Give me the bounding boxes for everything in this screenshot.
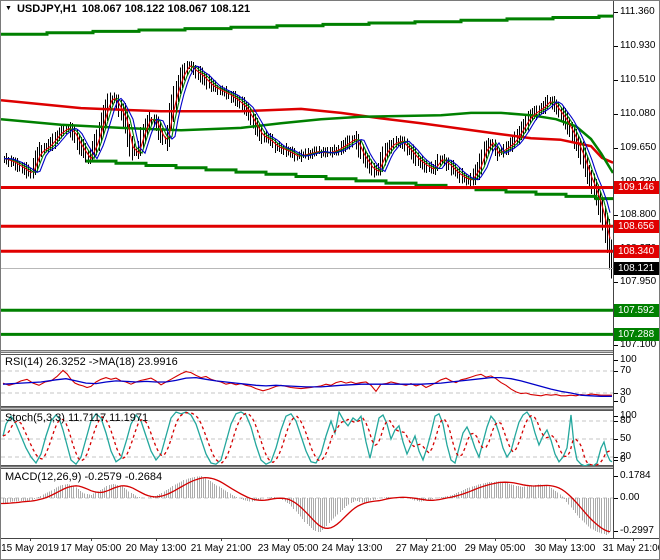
macd-panel[interactable] xyxy=(1,468,614,538)
axis-tick-mark xyxy=(614,421,618,422)
stoch-k-line xyxy=(2,410,613,466)
macd-tick-label: -0.2997 xyxy=(620,525,654,536)
chart-symbol-period: USDJPY,H1 xyxy=(16,3,77,15)
rsi-ma-line xyxy=(2,376,612,397)
chart-ohlc-values: 108.067 108.122 108.067 108.121 xyxy=(81,3,251,15)
upper-channel-line xyxy=(1,14,614,36)
main-price-chart[interactable] xyxy=(1,1,614,351)
axis-tick-mark xyxy=(614,393,618,394)
rsi-tick-label: 100 xyxy=(620,354,637,365)
price-level-badge: 107.592 xyxy=(614,304,659,317)
macd-signal-line xyxy=(1,476,611,533)
axis-tick-mark xyxy=(614,371,618,372)
time-tick-label: 23 May 05:00 xyxy=(257,543,319,554)
chart-title: ▼ USDJPY,H1 108.067 108.122 108.067 108.… xyxy=(5,3,250,15)
time-tick-mark xyxy=(495,538,496,541)
time-tick-mark xyxy=(156,538,157,541)
macd-histogram xyxy=(3,476,611,535)
axis-tick-mark xyxy=(614,457,618,458)
rsi-tick-label: 0 xyxy=(620,395,626,406)
rsi-tick-label: 70 xyxy=(620,365,632,376)
time-tick-mark xyxy=(352,538,353,541)
fast-ma-red xyxy=(3,65,611,239)
stoch-tick-label: 80 xyxy=(620,415,632,426)
stoch-tick-label: 50 xyxy=(620,433,632,444)
rsi-tick-label: 30 xyxy=(620,387,632,398)
time-tick-mark xyxy=(565,538,566,541)
price-tick-label: 107.950 xyxy=(620,276,657,287)
rsi-panel[interactable] xyxy=(1,354,614,407)
time-tick-mark xyxy=(426,538,427,541)
time-axis[interactable]: 15 May 2019 17 May 05:00 20 May 13:00 21 Ma… xyxy=(1,538,660,559)
axis-tick-mark xyxy=(614,476,618,477)
time-tick-mark xyxy=(91,538,92,541)
axis-tick-mark xyxy=(614,416,618,417)
price-tick-label: 109.650 xyxy=(620,142,657,153)
time-tick-label: 31 May 21:00 xyxy=(602,543,660,554)
price-tick-label: 110.510 xyxy=(620,74,656,85)
price-axis[interactable]: 111.360110.930110.510110.080109.650109.2… xyxy=(614,1,659,538)
time-tick-mark xyxy=(633,538,634,541)
time-tick-label: 17 May 05:00 xyxy=(60,543,122,554)
axis-tick-mark xyxy=(614,114,618,115)
price-level-badge: 109.146 xyxy=(614,181,659,194)
axis-tick-mark xyxy=(614,80,618,81)
price-tick-label: 107.100 xyxy=(620,339,657,350)
stoch-tick-label: 0 xyxy=(620,454,626,465)
stoch-indicator-label: Stoch(5,3,3) 11.7117 11.1971 xyxy=(5,412,149,424)
time-tick-label: 30 May 13:00 xyxy=(534,543,596,554)
price-level-badge: 108.656 xyxy=(614,220,659,233)
price-tick-label: 110.080 xyxy=(620,108,656,119)
macd-tick-label: 0.1784 xyxy=(620,470,651,481)
fast-ma-green xyxy=(4,65,611,226)
axis-tick-mark xyxy=(614,282,618,283)
time-tick-label: 27 May 21:00 xyxy=(395,543,457,554)
axis-tick-mark xyxy=(614,498,618,499)
bottom-border xyxy=(1,538,659,539)
panel-divider[interactable] xyxy=(1,350,614,353)
price-level-badge: 108.340 xyxy=(614,245,659,258)
price-tick-label: 108.800 xyxy=(620,209,657,220)
axis-tick-mark xyxy=(614,345,618,346)
axis-tick-mark xyxy=(614,439,618,440)
stoch-d-line xyxy=(2,412,613,466)
price-level-badge: 107.288 xyxy=(614,328,659,341)
time-tick-label: 20 May 13:00 xyxy=(125,543,187,554)
time-tick-label: 29 May 05:00 xyxy=(464,543,526,554)
price-tick-label: 111.360 xyxy=(620,6,655,17)
price-tick-label: 110.930 xyxy=(620,40,656,51)
fast-ma-blue xyxy=(4,65,611,213)
chart-dropdown-icon[interactable]: ▼ xyxy=(5,5,12,12)
rsi-indicator-label: RSI(14) 26.3252 ->MA(18) 23.9916 xyxy=(5,356,178,368)
stoch-tick-label: 20 xyxy=(620,451,632,462)
axis-tick-mark xyxy=(614,12,618,13)
axis-border xyxy=(613,1,614,538)
time-tick-label: 24 May 13:00 xyxy=(321,543,383,554)
axis-tick-mark xyxy=(614,148,618,149)
lower-channel-line xyxy=(86,159,614,201)
time-tick-mark xyxy=(30,538,31,541)
macd-tick-label: 0.00 xyxy=(620,492,640,503)
time-tick-label: 15 May 2019 xyxy=(1,543,59,554)
axis-tick-mark xyxy=(614,215,618,216)
stochastic-panel[interactable] xyxy=(1,410,614,466)
axis-tick-mark xyxy=(614,46,618,47)
axis-tick-mark xyxy=(614,531,618,532)
time-tick-mark xyxy=(288,538,289,541)
panel-divider[interactable] xyxy=(1,407,614,410)
stoch-tick-label: 100 xyxy=(620,410,637,421)
slow-ma-red xyxy=(1,98,614,164)
axis-tick-mark xyxy=(614,460,618,461)
time-tick-label: 21 May 21:00 xyxy=(190,543,252,554)
time-tick-mark xyxy=(221,538,222,541)
axis-tick-mark xyxy=(614,401,618,402)
macd-indicator-label: MACD(12,26,9) -0.2579 -0.2684 xyxy=(5,471,163,483)
price-bars xyxy=(4,61,612,279)
price-level-badge: 108.121 xyxy=(614,262,659,275)
axis-tick-mark xyxy=(614,360,618,361)
